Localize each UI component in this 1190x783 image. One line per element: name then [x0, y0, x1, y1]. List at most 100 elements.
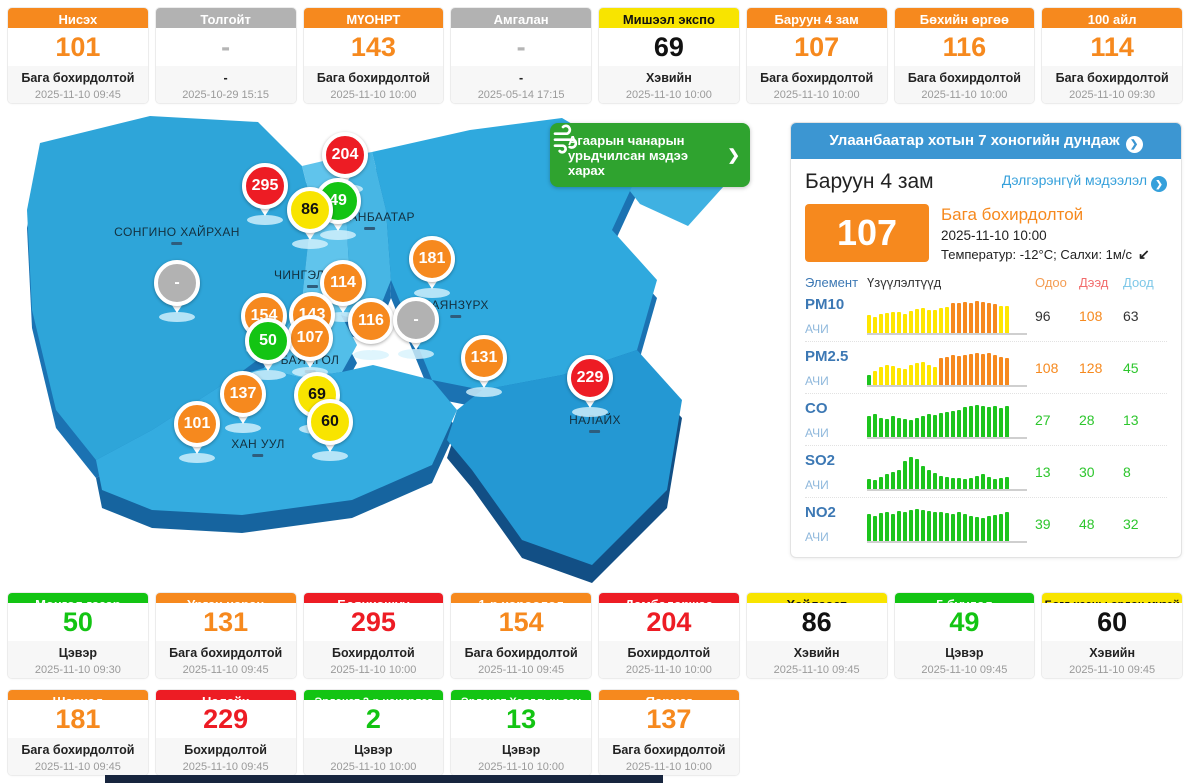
station-card[interactable]: МҮОНРТ 143 Бага бохирдолтой 2025-11-10 10:0… [303, 8, 444, 103]
bar [921, 361, 925, 385]
aqi-marker[interactable]: 131 [461, 335, 507, 397]
bar [945, 411, 949, 437]
station-card[interactable]: Эрдэнэт 2-р цэцэрлэг2 Цэвэр 2025-11-10 10:… [303, 690, 444, 775]
card-footer: Бага бохирдолтой 2025-11-10 09:45 [451, 641, 591, 678]
aqi-marker[interactable]: 86 [287, 187, 333, 249]
station-card[interactable]: Налайх229 Бохирдолтой 2025-11-10 09:45 [155, 690, 296, 775]
footer-bar [105, 775, 663, 783]
station-card[interactable]: Бөхийн өргөө 116 Бага бохирдолтой 2025-11-1… [894, 8, 1035, 103]
station-name: Хайлааст [746, 593, 887, 603]
station-name: 5 буудал [894, 593, 1035, 603]
pollutant-unit: АЧИ [805, 478, 829, 492]
timestamp: 2025-11-10 10:00 [625, 89, 712, 101]
status-label: Бага бохирдолтой [907, 71, 1021, 85]
station-card[interactable]: Толгойт - -2025-10-29 15:15 [155, 8, 296, 103]
marker-value: 295 [242, 163, 288, 209]
station-card[interactable]: Дамбадаржаа204 Бохирдолтой 2025-11-10 10:0… [599, 593, 739, 678]
station-card[interactable]: Хайлааст86 Хэвийн 2025-11-10 09:45 [746, 593, 887, 678]
selected-station-name: Баруун 4 зам [805, 170, 934, 193]
station-card[interactable]: Баруун 4 зам 107 Бага бохирдолтой 2025-11-1… [746, 8, 887, 103]
aqi-value: 69 [599, 28, 739, 66]
bar [897, 417, 901, 437]
bar [885, 511, 889, 541]
bar [981, 405, 985, 437]
aqi-marker[interactable]: - [393, 297, 439, 359]
aqi-marker[interactable]: 101 [174, 401, 220, 463]
bar [951, 477, 955, 489]
timestamp: 2025-11-10 10:00 [330, 664, 417, 676]
card-footer: Бага бохирдолтой 2025-11-10 09:45 [8, 66, 148, 103]
bar [873, 515, 877, 541]
station-card[interactable]: Богд хааны ордон музей60 Хэвийн 2025-11-10… [1042, 593, 1182, 678]
aqi-value: 101 [8, 28, 148, 66]
station-card[interactable]: 1-р хороолол154 Бага бохирдолтой 2025-11-1… [451, 593, 591, 678]
value-min: 8 [1123, 464, 1131, 480]
bar [945, 356, 949, 385]
marker-value: 204 [322, 132, 368, 178]
station-card[interactable]: 5 буудал49 Цэвэр 2025-11-10 09:45 [894, 593, 1035, 678]
aqi-marker[interactable]: 60 [307, 399, 353, 461]
card-footer: Бага бохирдолтой 2025-11-10 10:00 [303, 66, 444, 103]
bar [873, 413, 877, 437]
bar [909, 456, 913, 489]
station-detail-panel: Улаанбаатар хотын 7 хоногийн дундаж ❯ Бар… [790, 122, 1182, 558]
aqi-marker[interactable]: 295 [242, 163, 288, 225]
station-card[interactable]: Яармаг137 Бага бохирдолтой 2025-11-10 10:0… [599, 690, 739, 775]
bar [903, 460, 907, 489]
bar [1005, 405, 1009, 437]
weekly-average-link[interactable]: Улаанбаатар хотын 7 хоногийн дундаж ❯ [791, 123, 1181, 159]
aqi-marker[interactable]: 229 [567, 355, 613, 417]
station-card[interactable]: Нисэх 101 Бага бохирдолтой 2025-11-10 09:45 [8, 8, 148, 103]
details-link[interactable]: Дэлгэрэнгүй мэдээлэл ❯ [1002, 172, 1167, 192]
column-now: Одоо [1035, 275, 1067, 290]
aqi-marker[interactable]: 107 [287, 315, 333, 377]
bar [933, 472, 937, 489]
aqi-value: 295 [303, 603, 444, 641]
bar [933, 366, 937, 385]
bar [987, 476, 991, 489]
status-label: Хэвийн [1089, 646, 1136, 660]
timestamp: 2025-11-10 10:00 [478, 761, 565, 773]
station-card[interactable]: Шархад181 Бага бохирдолтой 2025-11-10 09:4… [8, 690, 148, 775]
card-footer: Цэвэр 2025-11-10 10:00 [451, 738, 591, 775]
aqi-marker[interactable]: - [154, 260, 200, 322]
bar [1005, 305, 1009, 333]
aqi-value: 60 [1042, 603, 1182, 641]
marker-shadow-icon [250, 370, 286, 380]
forecast-button[interactable]: Агаарын чанарын урьдчилсан мэдээ харах ❯ [550, 123, 750, 187]
bar [879, 313, 883, 333]
pollutant-unit: АЧИ [805, 322, 829, 336]
pollutant-element: PM10 АЧИ [805, 296, 867, 336]
station-card[interactable]: Амгалан - -2025-05-14 17:15 [451, 8, 591, 103]
status-label: Цэвэр [354, 743, 393, 757]
bar [915, 458, 919, 489]
station-card[interactable]: Ургах наран131 Бага бохирдолтой 2025-11-10… [155, 593, 296, 678]
aqi-marker[interactable]: 116 [348, 298, 394, 360]
station-card[interactable]: Мишээл экспо 69 Хэвийн 2025-11-10 10:00 [599, 8, 739, 103]
bar [885, 364, 889, 385]
bar [915, 308, 919, 333]
aqi-marker[interactable]: 50 [245, 318, 291, 380]
bar [879, 366, 883, 385]
column-element: Элемент [805, 275, 859, 290]
bar [909, 509, 913, 541]
station-card[interactable]: Баянхошуу295 Бохирдолтой 2025-11-10 10:00 [303, 593, 444, 678]
marker-value: 131 [461, 335, 507, 381]
status-label: Бохирдолтой [184, 743, 267, 757]
bar [921, 307, 925, 333]
bar [927, 469, 931, 489]
card-footer: Бага бохирдолтой 2025-11-10 09:45 [8, 738, 148, 775]
station-card[interactable]: Эрдэнэт Хаядлын сан13 Цэвэр 2025-11-10 10:… [451, 690, 591, 775]
station-card[interactable]: 100 айл 114 Бага бохирдолтой 2025-11-10 09:… [1042, 8, 1182, 103]
bar [957, 409, 961, 437]
station-card[interactable]: Монгол газар50 Цэвэр 2025-11-10 09:30 [8, 593, 148, 678]
marker-shadow-icon [292, 239, 328, 249]
bar [987, 352, 991, 385]
pollutant-row: CO АЧИ 27 28 13 [805, 393, 1167, 445]
station-name: Налайх [155, 690, 296, 700]
bar [1005, 357, 1009, 385]
marker-value: - [154, 260, 200, 306]
aqi-marker[interactable]: 137 [220, 371, 266, 433]
aqi-marker[interactable]: 181 [409, 236, 455, 298]
card-footer: Хэвийн 2025-11-10 10:00 [599, 66, 739, 103]
